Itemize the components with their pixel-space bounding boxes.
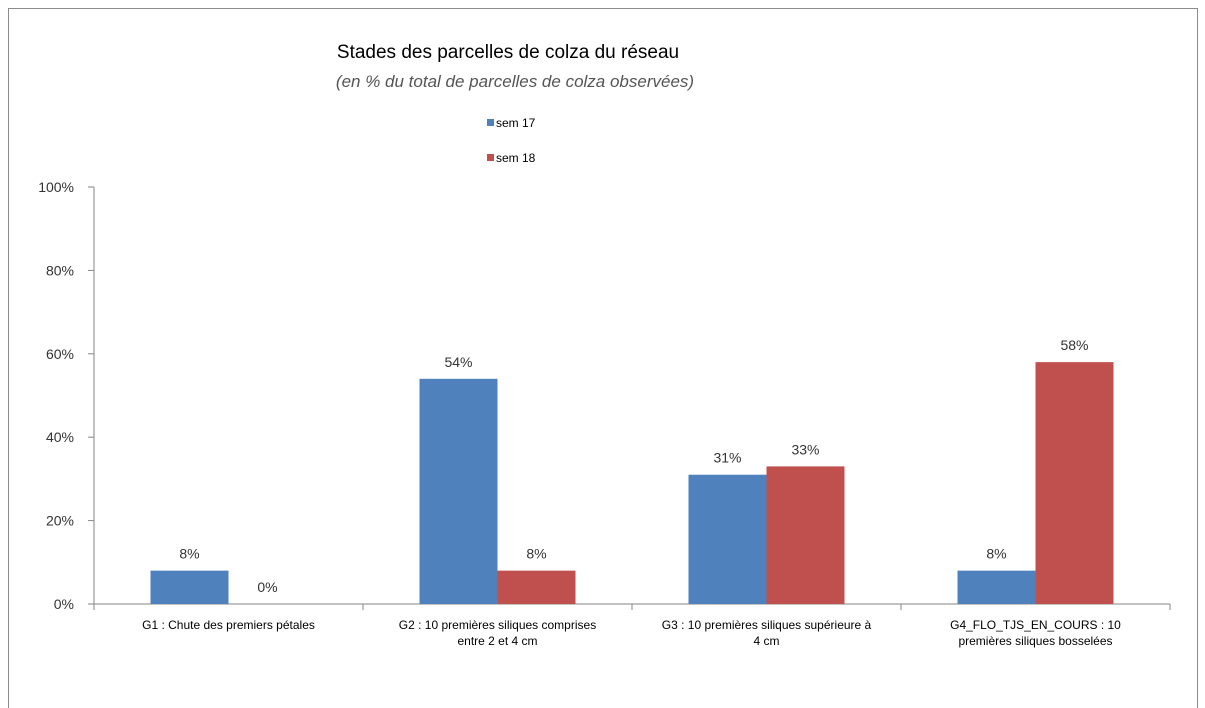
bar-sem-17 xyxy=(957,570,1036,604)
bar-sem-18 xyxy=(766,466,845,604)
category-label: G2 : 10 premières siliques comprises xyxy=(399,618,596,632)
data-label: 8% xyxy=(179,546,199,562)
category-label: premières siliques bosselées xyxy=(958,634,1112,648)
chart-subtitle: (en % du total de parcelles de colza obs… xyxy=(336,72,694,91)
data-label: 54% xyxy=(444,354,472,370)
bar-sem-18 xyxy=(497,570,576,604)
category-label: G4_FLO_TJS_EN_COURS : 10 xyxy=(950,618,1121,632)
category-label: G3 : 10 premières siliques supérieure à xyxy=(662,618,872,632)
data-label: 58% xyxy=(1060,337,1088,353)
y-tick-label: 40% xyxy=(46,429,74,445)
bar-sem-17 xyxy=(150,570,229,604)
y-tick-label: 60% xyxy=(46,346,74,362)
axes: 0% 20% 40% 60% 80% 100% G1 : Chute des premier… xyxy=(38,179,1171,648)
legend-label: sem 18 xyxy=(496,151,536,165)
category-label: G1 : Chute des premiers pétales xyxy=(142,618,315,632)
y-tick-label: 100% xyxy=(38,179,74,195)
category-label: 4 cm xyxy=(753,634,779,648)
bar-sem-17 xyxy=(419,378,498,604)
chart-title: Stades des parcelles de colza du réseau xyxy=(337,42,679,63)
bar-sem-17 xyxy=(688,474,767,604)
category-label: entre 2 et 4 cm xyxy=(457,634,537,648)
data-label: 0% xyxy=(257,579,277,595)
bar-sem-18 xyxy=(1035,362,1114,604)
bars: 8% 54% 31% 8% 0% 8% 33% 58% xyxy=(150,337,1114,604)
data-label: 33% xyxy=(791,441,819,457)
legend-label: sem 17 xyxy=(496,116,536,130)
y-tick-label: 0% xyxy=(54,596,74,612)
legend-swatch xyxy=(487,154,494,161)
data-label: 8% xyxy=(526,546,546,562)
data-label: 31% xyxy=(713,450,741,466)
y-tick-label: 20% xyxy=(46,513,74,529)
y-tick-label: 80% xyxy=(46,262,74,278)
legend-swatch xyxy=(487,119,494,126)
legend: sem 17 sem 18 xyxy=(487,116,536,165)
data-label: 8% xyxy=(986,546,1006,562)
